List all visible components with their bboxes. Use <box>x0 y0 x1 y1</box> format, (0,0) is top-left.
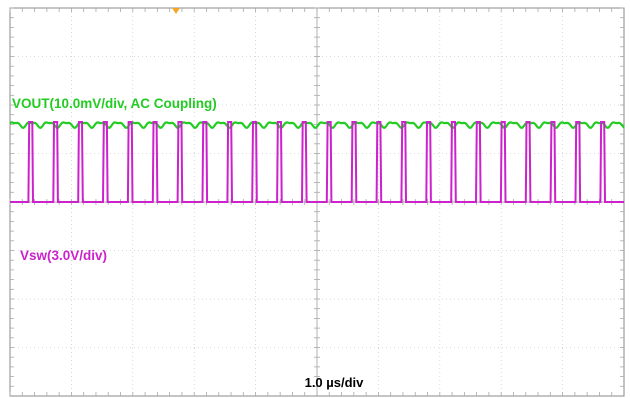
vout-series-label: VOUT(10.0mV/div, AC Coupling) <box>12 96 217 111</box>
timebase-label: 1.0 µs/div <box>305 375 365 390</box>
vsw-trace <box>10 121 624 203</box>
trigger-marker <box>172 8 180 14</box>
vsw-series-label: Vsw(3.0V/div) <box>20 248 107 263</box>
vout-trace <box>9 121 625 129</box>
